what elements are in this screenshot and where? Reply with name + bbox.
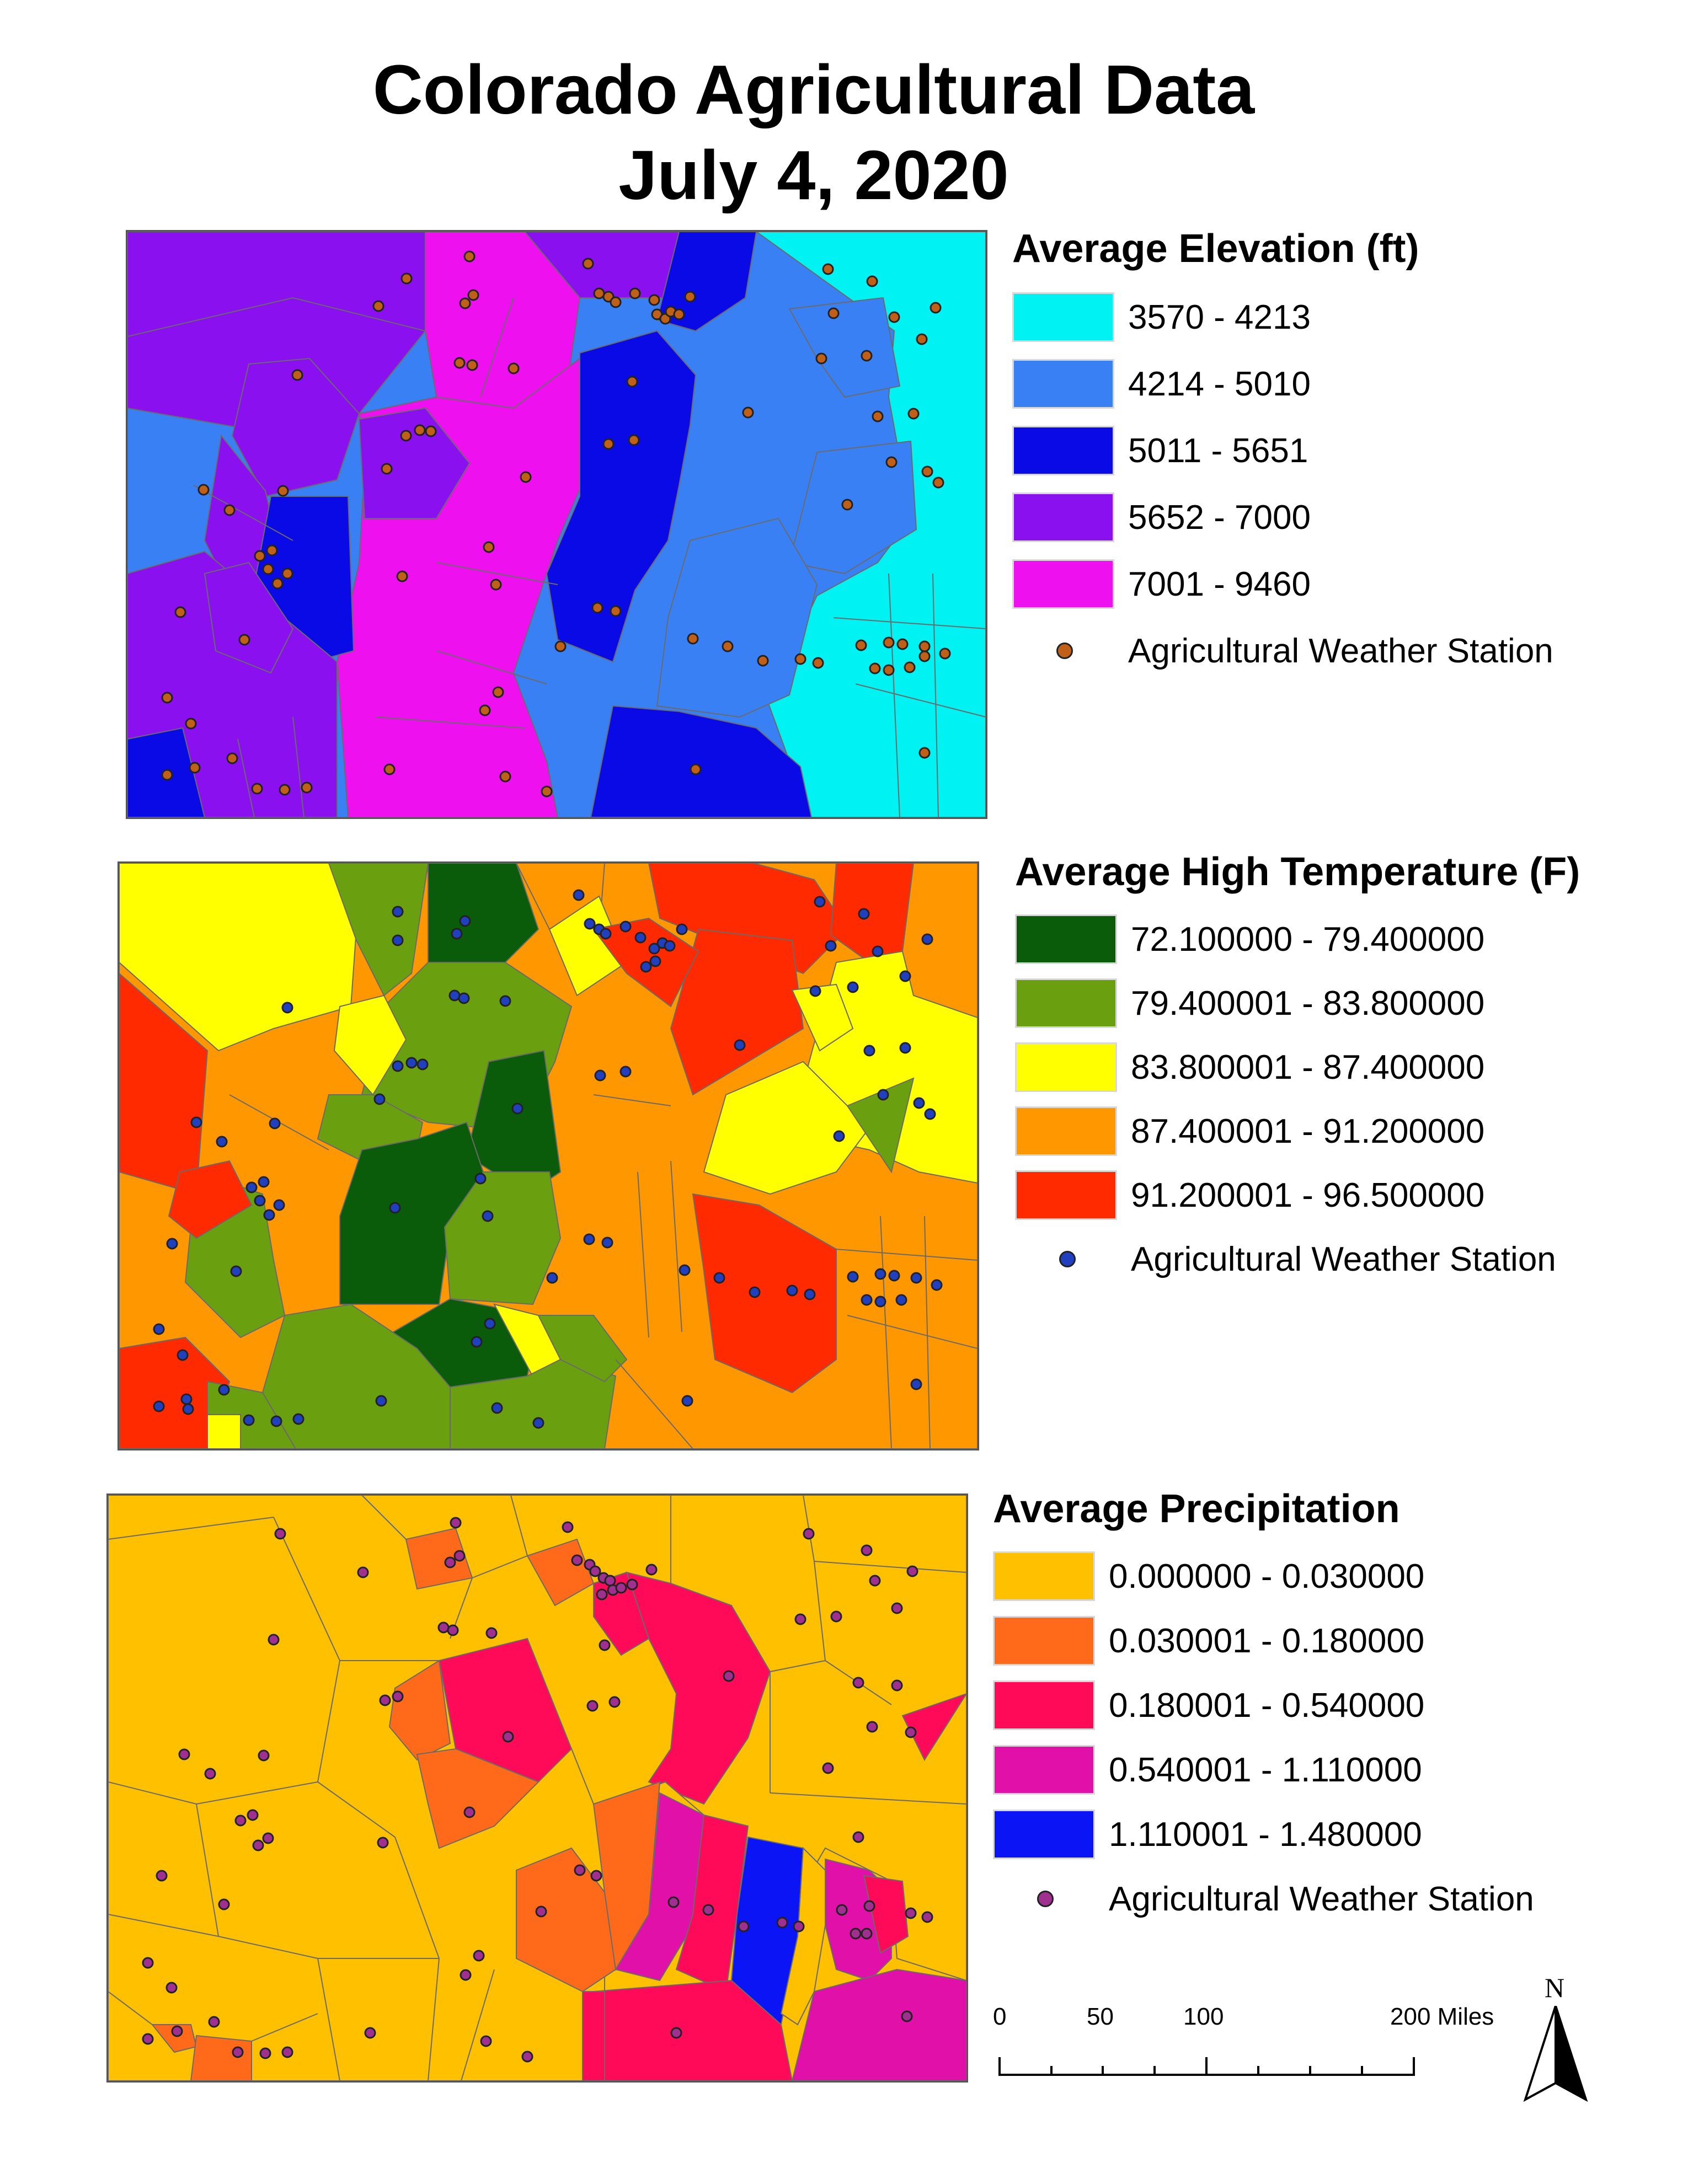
legend-swatch xyxy=(1015,978,1117,1028)
precipitation-legend-title: Average Precipitation xyxy=(993,1487,1400,1531)
legend-swatch xyxy=(1015,1106,1117,1156)
legend-label: 7001 - 9460 xyxy=(1128,565,1311,603)
station-dot-icon xyxy=(1059,1251,1076,1267)
station-dot-icon xyxy=(1056,643,1073,659)
legend-station-label: Agricultural Weather Station xyxy=(1131,1240,1556,1278)
legend-label: 83.800001 - 87.400000 xyxy=(1131,1048,1485,1086)
legend-label: 0.540001 - 1.110000 xyxy=(1109,1751,1422,1789)
legend-label: 0.180001 - 0.540000 xyxy=(1109,1687,1425,1725)
legend-swatch xyxy=(1012,359,1114,409)
legend-label: 79.400001 - 83.800000 xyxy=(1131,984,1485,1023)
temperature-legend-title: Average High Temperature (F) xyxy=(1015,850,1580,894)
elevation-legend: Average Elevation (ft) 3570 - 4213 4214 … xyxy=(1012,226,1619,670)
legend-swatch xyxy=(993,1616,1095,1666)
map-title: Colorado Agricultural Data July 4, 2020 xyxy=(0,47,1627,218)
legend-label: 91.200001 - 96.500000 xyxy=(1131,1176,1485,1214)
legend-swatch xyxy=(1015,1170,1117,1220)
legend-swatch xyxy=(1015,1042,1117,1092)
legend-swatch xyxy=(993,1551,1095,1601)
precipitation-legend: Average Precipitation 0.000000 - 0.03000… xyxy=(993,1486,1627,1928)
north-arrow-icon xyxy=(1523,2006,1588,2102)
north-label: N xyxy=(1545,1972,1565,2003)
legend-label: 3570 - 4213 xyxy=(1128,298,1311,336)
temperature-map[interactable] xyxy=(117,861,979,1450)
elevation-legend-title: Average Elevation (ft) xyxy=(1012,227,1419,271)
title-line-2: July 4, 2020 xyxy=(618,136,1009,214)
title-line-1: Colorado Agricultural Data xyxy=(372,51,1255,129)
legend-label: 5011 - 5651 xyxy=(1128,432,1308,470)
station-dot-icon xyxy=(1037,1891,1054,1907)
elevation-map[interactable] xyxy=(126,230,987,819)
legend-label: 4214 - 5010 xyxy=(1128,365,1311,403)
legend-swatch xyxy=(993,1745,1095,1795)
scale-bar-line xyxy=(998,2057,1415,2076)
legend-swatch xyxy=(1015,914,1117,964)
precipitation-map[interactable] xyxy=(106,1494,968,2083)
legend-label: 5652 - 7000 xyxy=(1128,499,1311,537)
legend-swatch xyxy=(1012,559,1114,609)
scale-tick-label-100: 100 xyxy=(1183,2003,1224,2030)
legend-label: 0.000000 - 0.030000 xyxy=(1109,1557,1425,1596)
legend-station-label: Agricultural Weather Station xyxy=(1109,1880,1534,1918)
scale-tick-label-50: 50 xyxy=(1087,2003,1114,2030)
scale-tick-label-200: 200 Miles xyxy=(1390,2003,1494,2030)
legend-label: 72.100000 - 79.400000 xyxy=(1131,920,1485,959)
legend-label: 1.110001 - 1.480000 xyxy=(1109,1816,1422,1854)
legend-swatch xyxy=(993,1810,1095,1859)
legend-swatch xyxy=(1012,292,1114,342)
legend-swatch xyxy=(1012,426,1114,475)
legend-swatch xyxy=(993,1680,1095,1730)
legend-label: 87.400001 - 91.200000 xyxy=(1131,1112,1485,1150)
north-arrow: N xyxy=(1523,1972,1594,2104)
legend-station-label: Agricultural Weather Station xyxy=(1128,632,1553,670)
temperature-legend: Average High Temperature (F) 72.100000 -… xyxy=(1015,849,1649,1291)
scale-tick-label-0: 0 xyxy=(993,2003,1007,2030)
legend-label: 0.030001 - 0.180000 xyxy=(1109,1622,1425,1660)
scale-bar: 0 50 100 200 Miles xyxy=(993,2002,1494,2085)
legend-swatch xyxy=(1012,493,1114,542)
